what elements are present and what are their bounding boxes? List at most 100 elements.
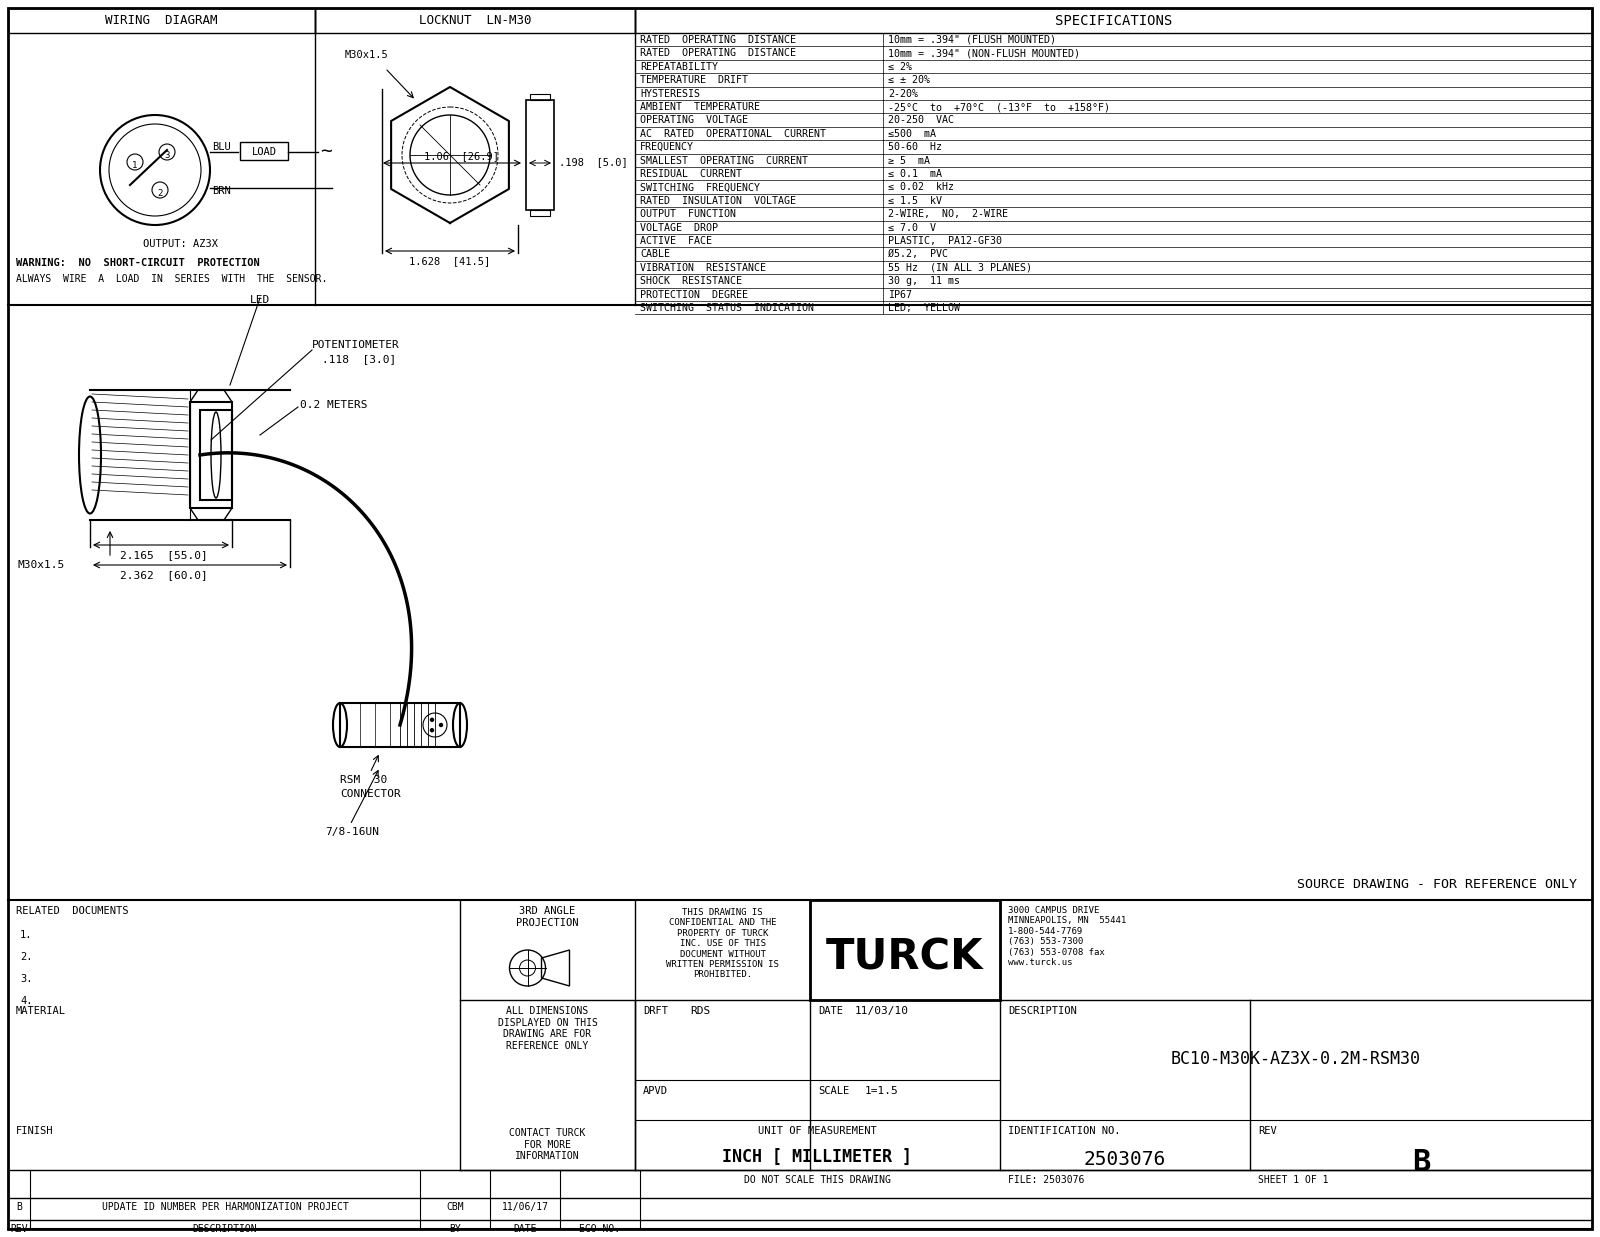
Ellipse shape bbox=[453, 703, 467, 747]
Text: ≤ ± 20%: ≤ ± 20% bbox=[888, 75, 930, 85]
Text: 1.: 1. bbox=[19, 930, 32, 940]
Circle shape bbox=[440, 724, 443, 726]
Text: -25°C  to  +70°C  (-13°F  to  +158°F): -25°C to +70°C (-13°F to +158°F) bbox=[888, 101, 1110, 113]
Text: PROTECTION  DEGREE: PROTECTION DEGREE bbox=[640, 289, 749, 299]
Text: CABLE: CABLE bbox=[640, 250, 670, 260]
Text: BLU: BLU bbox=[211, 142, 230, 152]
Text: FREQUENCY: FREQUENCY bbox=[640, 142, 694, 152]
Text: LOAD: LOAD bbox=[251, 147, 277, 157]
Bar bbox=[526, 100, 554, 210]
Text: INCH [ MILLIMETER ]: INCH [ MILLIMETER ] bbox=[723, 1148, 912, 1166]
Text: LED;  YELLOW: LED; YELLOW bbox=[888, 303, 960, 313]
Text: VIBRATION  RESISTANCE: VIBRATION RESISTANCE bbox=[640, 262, 766, 273]
Ellipse shape bbox=[78, 397, 101, 513]
Text: M30x1.5: M30x1.5 bbox=[346, 49, 389, 61]
Text: OPERATING  VOLTAGE: OPERATING VOLTAGE bbox=[640, 115, 749, 125]
Text: ~: ~ bbox=[320, 142, 331, 161]
Text: 2-20%: 2-20% bbox=[888, 89, 918, 99]
Bar bbox=[530, 94, 550, 100]
Text: ≤ 7.0  V: ≤ 7.0 V bbox=[888, 223, 936, 233]
Text: 2: 2 bbox=[157, 189, 163, 198]
Text: 10mm = .394" (NON-FLUSH MOUNTED): 10mm = .394" (NON-FLUSH MOUNTED) bbox=[888, 48, 1080, 58]
Text: 11/06/17: 11/06/17 bbox=[501, 1202, 549, 1212]
Bar bbox=[315, 7, 635, 33]
Text: SOURCE DRAWING - FOR REFERENCE ONLY: SOURCE DRAWING - FOR REFERENCE ONLY bbox=[1298, 878, 1578, 891]
Text: SMALLEST  OPERATING  CURRENT: SMALLEST OPERATING CURRENT bbox=[640, 156, 808, 166]
Text: 3RD ANGLE
PROJECTION: 3RD ANGLE PROJECTION bbox=[517, 905, 579, 928]
Text: 3: 3 bbox=[165, 151, 170, 161]
Text: WARNING:  NO  SHORT-CIRCUIT  PROTECTION: WARNING: NO SHORT-CIRCUIT PROTECTION bbox=[16, 259, 259, 268]
Text: 1=1.5: 1=1.5 bbox=[866, 1086, 899, 1096]
Text: FILE: 2503076: FILE: 2503076 bbox=[1008, 1175, 1085, 1185]
Text: ACTIVE  FACE: ACTIVE FACE bbox=[640, 236, 712, 246]
Text: 2.165  [55.0]: 2.165 [55.0] bbox=[120, 550, 208, 560]
Text: ALWAYS  WIRE  A  LOAD  IN  SERIES  WITH  THE  SENSOR.: ALWAYS WIRE A LOAD IN SERIES WITH THE SE… bbox=[16, 275, 328, 285]
Text: ≤ 0.02  kHz: ≤ 0.02 kHz bbox=[888, 182, 954, 193]
Text: 2503076: 2503076 bbox=[1083, 1150, 1166, 1169]
Text: THIS DRAWING IS
CONFIDENTIAL AND THE
PROPERTY OF TURCK
INC. USE OF THIS
DOCUMENT: THIS DRAWING IS CONFIDENTIAL AND THE PRO… bbox=[666, 908, 779, 980]
Text: 1.628  [41.5]: 1.628 [41.5] bbox=[410, 256, 491, 266]
Text: RATED  OPERATING  DISTANCE: RATED OPERATING DISTANCE bbox=[640, 35, 797, 45]
Text: ≤ 2%: ≤ 2% bbox=[888, 62, 912, 72]
Text: IDENTIFICATION NO.: IDENTIFICATION NO. bbox=[1008, 1126, 1120, 1136]
Text: OUTPUT  FUNCTION: OUTPUT FUNCTION bbox=[640, 209, 736, 219]
Text: DO NOT SCALE THIS DRAWING: DO NOT SCALE THIS DRAWING bbox=[744, 1175, 891, 1185]
Text: 55 Hz  (IN ALL 3 PLANES): 55 Hz (IN ALL 3 PLANES) bbox=[888, 262, 1032, 273]
Text: 7/8-16UN: 7/8-16UN bbox=[325, 828, 379, 837]
Text: PLASTIC,  PA12-GF30: PLASTIC, PA12-GF30 bbox=[888, 236, 1002, 246]
Text: 2.362  [60.0]: 2.362 [60.0] bbox=[120, 570, 208, 580]
Text: RATED  INSULATION  VOLTAGE: RATED INSULATION VOLTAGE bbox=[640, 195, 797, 205]
Text: ≤500  mA: ≤500 mA bbox=[888, 129, 936, 139]
Text: SWITCHING  FREQUENCY: SWITCHING FREQUENCY bbox=[640, 182, 760, 193]
Text: RELATED  DOCUMENTS: RELATED DOCUMENTS bbox=[16, 905, 128, 917]
Text: LOCKNUT  LN-M30: LOCKNUT LN-M30 bbox=[419, 15, 531, 27]
Circle shape bbox=[430, 729, 434, 732]
Text: .198  [5.0]: .198 [5.0] bbox=[558, 157, 627, 167]
Bar bbox=[339, 703, 461, 747]
Text: 0.2 METERS: 0.2 METERS bbox=[301, 400, 368, 409]
Text: BC10-M30K-AZ3X-0.2M-RSM30: BC10-M30K-AZ3X-0.2M-RSM30 bbox=[1171, 1050, 1421, 1068]
Text: DRFT: DRFT bbox=[643, 1006, 669, 1016]
Text: WIRING  DIAGRAM: WIRING DIAGRAM bbox=[106, 15, 218, 27]
Ellipse shape bbox=[333, 703, 347, 747]
Text: ≤ 1.5  kV: ≤ 1.5 kV bbox=[888, 195, 942, 205]
Circle shape bbox=[430, 719, 434, 721]
Text: 4.: 4. bbox=[19, 996, 32, 1006]
Text: VOLTAGE  DROP: VOLTAGE DROP bbox=[640, 223, 718, 233]
Text: 2.: 2. bbox=[19, 952, 32, 962]
Bar bbox=[635, 7, 1592, 33]
Text: SCALE: SCALE bbox=[818, 1086, 850, 1096]
Text: UNIT OF MEASUREMENT: UNIT OF MEASUREMENT bbox=[758, 1126, 877, 1136]
Text: 20-250  VAC: 20-250 VAC bbox=[888, 115, 954, 125]
Text: REPEATABILITY: REPEATABILITY bbox=[640, 62, 718, 72]
Text: BY: BY bbox=[450, 1223, 461, 1235]
Text: 50-60  Hz: 50-60 Hz bbox=[888, 142, 942, 152]
Text: 3000 CAMPUS DRIVE
MINNEAPOLIS, MN  55441
1-800-544-7769
(763) 553-7300
(763) 553: 3000 CAMPUS DRIVE MINNEAPOLIS, MN 55441 … bbox=[1008, 905, 1126, 967]
Bar bbox=[8, 7, 315, 33]
Text: POTENTIOMETER: POTENTIOMETER bbox=[312, 340, 400, 350]
Text: SHEET 1 OF 1: SHEET 1 OF 1 bbox=[1258, 1175, 1328, 1185]
Text: MATERIAL: MATERIAL bbox=[16, 1006, 66, 1016]
Bar bbox=[810, 901, 1000, 999]
Text: 1.06  [26.9]: 1.06 [26.9] bbox=[424, 151, 499, 161]
Text: RATED  OPERATING  DISTANCE: RATED OPERATING DISTANCE bbox=[640, 48, 797, 58]
Text: DATE: DATE bbox=[818, 1006, 843, 1016]
Text: M30x1.5: M30x1.5 bbox=[18, 560, 66, 570]
Text: ≥ 5  mA: ≥ 5 mA bbox=[888, 156, 930, 166]
Text: TEMPERATURE  DRIFT: TEMPERATURE DRIFT bbox=[640, 75, 749, 85]
Text: BRN: BRN bbox=[211, 186, 230, 195]
Text: UPDATE ID NUMBER PER HARMONIZATION PROJECT: UPDATE ID NUMBER PER HARMONIZATION PROJE… bbox=[102, 1202, 349, 1212]
Text: 11/03/10: 11/03/10 bbox=[854, 1006, 909, 1016]
Text: DESCRIPTION: DESCRIPTION bbox=[192, 1223, 258, 1235]
Text: Ø5.2,  PVC: Ø5.2, PVC bbox=[888, 250, 947, 260]
Text: TURCK: TURCK bbox=[826, 936, 984, 978]
Text: 2-WIRE,  NO,  2-WIRE: 2-WIRE, NO, 2-WIRE bbox=[888, 209, 1008, 219]
Text: B: B bbox=[1411, 1148, 1430, 1176]
Text: 1: 1 bbox=[133, 162, 138, 171]
Text: 3.: 3. bbox=[19, 974, 32, 983]
Text: AC  RATED  OPERATIONAL  CURRENT: AC RATED OPERATIONAL CURRENT bbox=[640, 129, 826, 139]
Text: APVD: APVD bbox=[643, 1086, 669, 1096]
Text: REV: REV bbox=[1258, 1126, 1277, 1136]
Text: RDS: RDS bbox=[690, 1006, 710, 1016]
Text: SWITCHING  STATUS  INDICATION: SWITCHING STATUS INDICATION bbox=[640, 303, 814, 313]
